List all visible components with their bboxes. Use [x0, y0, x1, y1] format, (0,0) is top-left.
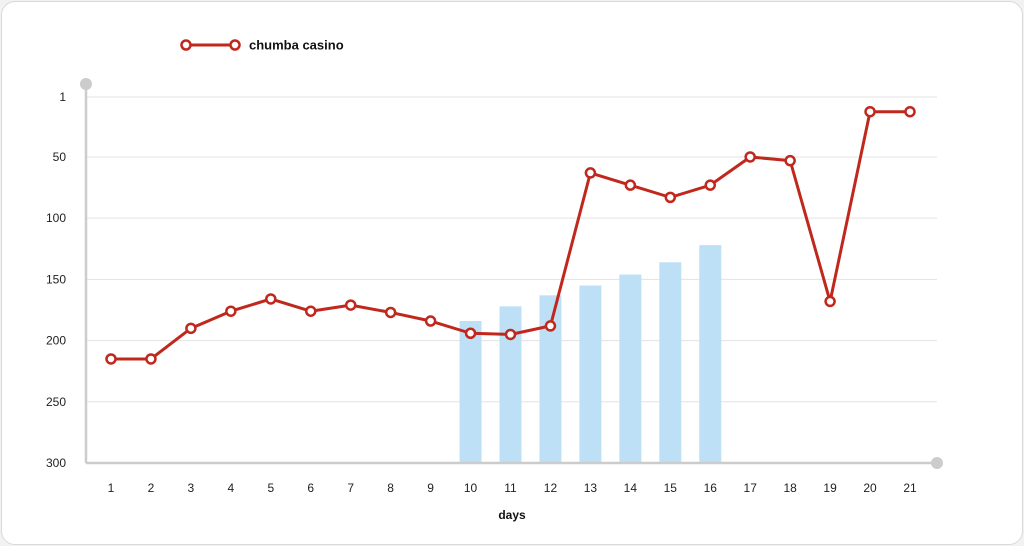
legend-label: chumba casino	[249, 38, 344, 53]
x-tick-label: 2	[148, 481, 155, 495]
data-point	[265, 293, 277, 305]
x-tick-label: 18	[783, 481, 797, 495]
line-series	[105, 105, 916, 365]
x-tick-label: 7	[347, 481, 354, 495]
bar	[539, 295, 562, 463]
legend-marker-right	[229, 39, 241, 51]
x-tick-labels: 1 2 3 4 5 6 7 8 9 10 11 12 13 14 15 16 17 18 19 20 21	[108, 481, 917, 495]
x-tick-label: 1	[108, 481, 115, 495]
x-tick-label: 8	[387, 481, 394, 495]
y-tick-label: 1	[59, 90, 66, 104]
x-tick-label: 5	[267, 481, 274, 495]
data-point	[424, 315, 437, 327]
bar	[619, 274, 642, 463]
legend[interactable]: chumba casino	[180, 38, 344, 53]
data-point	[305, 305, 317, 317]
bar	[579, 285, 602, 463]
y-tick-label: 200	[46, 334, 66, 348]
y-tick-label: 50	[53, 150, 67, 164]
x-tick-label: 19	[823, 481, 837, 495]
y-tick-label: 100	[46, 211, 66, 225]
y-tick-label: 150	[46, 272, 66, 286]
axes	[80, 78, 943, 469]
x-tick-label: 15	[664, 481, 678, 495]
bar	[499, 306, 522, 463]
data-point	[344, 299, 357, 311]
legend-marker-left	[180, 39, 192, 51]
data-point	[145, 353, 157, 365]
data-point	[704, 179, 716, 191]
y-tick-label: 300	[46, 456, 66, 470]
data-point	[544, 320, 557, 332]
data-point	[864, 105, 876, 118]
data-point	[824, 295, 836, 308]
data-point	[185, 322, 197, 335]
x-axis-end-cap	[931, 457, 943, 469]
x-tick-label: 4	[228, 481, 235, 495]
bar	[459, 321, 482, 463]
x-tick-label: 6	[307, 481, 314, 495]
x-tick-label: 20	[863, 481, 877, 495]
data-point	[584, 167, 597, 179]
x-axis-label: days	[498, 508, 526, 522]
x-tick-label: 12	[544, 481, 558, 495]
x-tick-label: 3	[188, 481, 195, 495]
data-point	[904, 105, 916, 118]
bar	[659, 262, 682, 463]
y-axis-end-cap	[80, 78, 92, 90]
x-tick-label: 17	[744, 481, 758, 495]
y-tick-label: 250	[46, 395, 66, 409]
data-point	[784, 154, 796, 167]
x-tick-label: 14	[624, 481, 638, 495]
x-tick-label: 13	[584, 481, 598, 495]
data-point	[384, 306, 397, 319]
x-tick-label: 10	[464, 481, 478, 495]
x-tick-label: 11	[504, 481, 517, 495]
data-point	[225, 305, 237, 317]
data-point	[744, 151, 756, 163]
bar-series	[459, 245, 722, 463]
x-tick-label: 21	[903, 481, 917, 495]
bar	[699, 245, 722, 463]
data-point	[664, 191, 677, 204]
x-tick-label: 16	[704, 481, 718, 495]
data-point	[464, 327, 477, 339]
data-point	[105, 353, 117, 365]
data-point	[504, 328, 517, 341]
x-tick-label: 9	[427, 481, 434, 495]
data-point	[624, 179, 637, 191]
